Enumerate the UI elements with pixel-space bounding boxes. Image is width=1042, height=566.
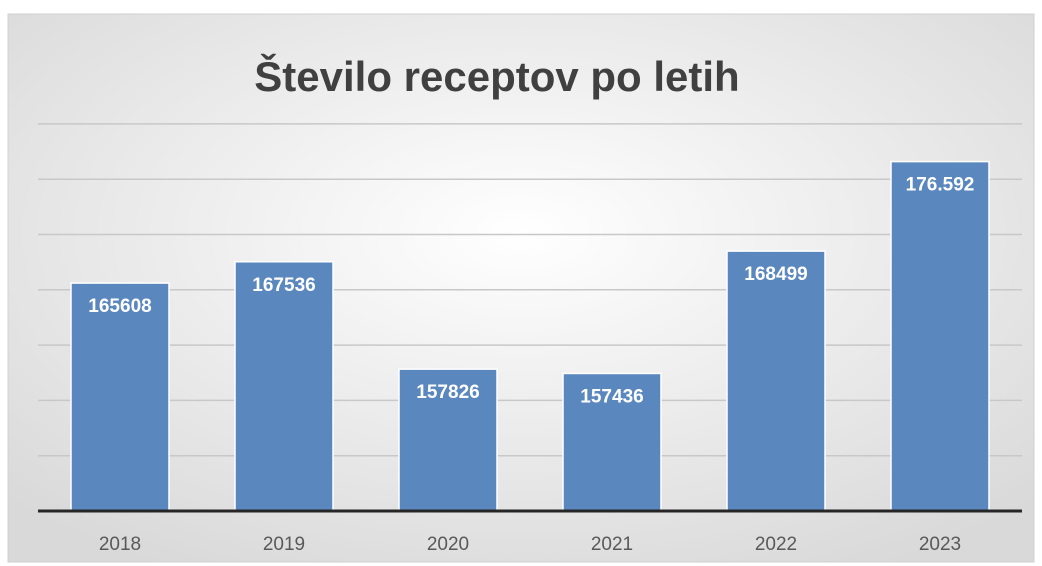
- x-tick-label: 2018: [99, 534, 141, 555]
- x-tick-label: 2021: [591, 534, 633, 555]
- bar: [562, 372, 662, 512]
- bar: [70, 282, 170, 512]
- data-label: 168499: [744, 264, 807, 285]
- bar: [234, 261, 334, 512]
- x-tick-label: 2022: [755, 534, 797, 555]
- x-tick-label: 2020: [427, 534, 469, 555]
- data-label: 165608: [88, 296, 151, 317]
- data-label: 157826: [416, 382, 479, 403]
- bar: [890, 160, 990, 512]
- data-label: 157436: [580, 386, 643, 407]
- chart-title: Število receptov po letih: [254, 52, 739, 100]
- bar: [726, 250, 826, 512]
- data-label: 167536: [252, 275, 315, 296]
- bar: [398, 368, 498, 512]
- data-label: 176.592: [906, 175, 975, 196]
- x-tick-label: 2023: [919, 534, 961, 555]
- x-tick-label: 2019: [263, 534, 305, 555]
- chart-background: [7, 13, 1035, 563]
